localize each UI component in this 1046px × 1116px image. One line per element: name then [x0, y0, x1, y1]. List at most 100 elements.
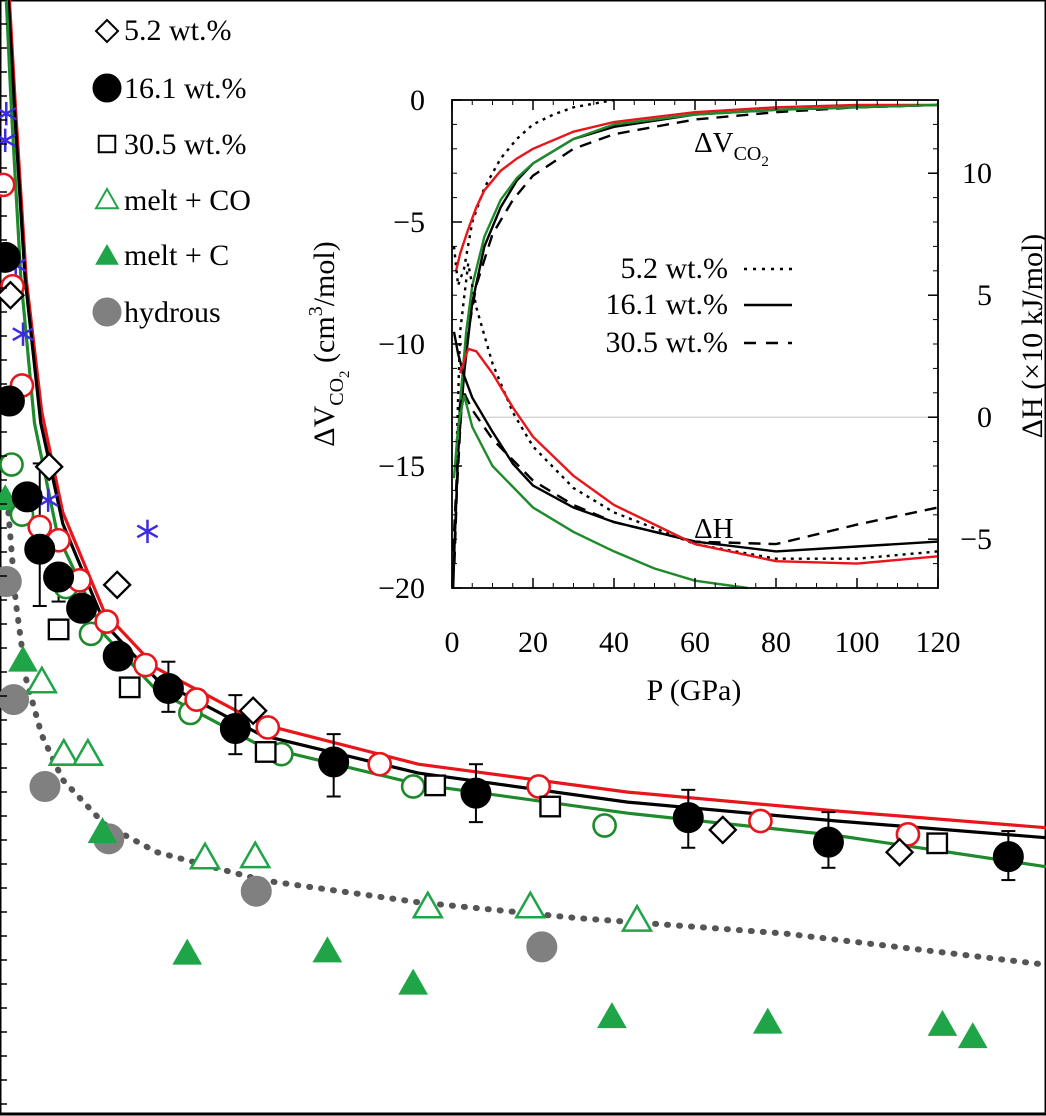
data-point-5-2-wt-: [102, 570, 132, 600]
inset-dv-annotation: ΔVCO2: [694, 127, 769, 170]
inset-y-tick-label: 0: [410, 84, 425, 117]
data-point-red-open-circles: [895, 822, 921, 847]
data-point-blue-stars-stroke: [12, 327, 34, 342]
inset-plot: 0 20 40 60 80 100 120 0 −5 −10 −15 −20 10 5 0 −5 P (GPa…: [305, 80, 1046, 707]
data-point-melt-CO: [47, 737, 80, 766]
legend-label-30-5: 30.5 wt.%: [124, 128, 247, 161]
inset-curve-ΔH-5-2-wt-: [454, 263, 939, 560]
data-point-green-open-circles: [400, 774, 426, 799]
inset-x-tick-label: 60: [680, 626, 710, 659]
inset-curve-ΔH-16-1-wt-: [452, 331, 939, 553]
data-point-red-open-circles: [94, 609, 120, 634]
data-point-green-open-circles: [0, 452, 24, 477]
data-point-16-1-wt-: [0, 241, 21, 273]
data-point-melt-CO: [411, 890, 444, 919]
inset-x-tick-label: 80: [761, 626, 791, 659]
inset-dh-annotation: ΔH: [694, 513, 734, 545]
legend-item-hydrous: hydrous: [92, 296, 221, 329]
legend-item-5-2: 5.2 wt.%: [94, 14, 232, 47]
data-point-melt-CO: [71, 737, 105, 766]
inset-y-label-sup: 3: [305, 306, 327, 316]
inset-background: [430, 80, 976, 700]
data-point-melt-C: [927, 1009, 958, 1036]
data-point-16-1-wt-: [66, 592, 98, 624]
data-point-16-1-wt-: [672, 802, 704, 834]
data-point-melt-C: [597, 1002, 627, 1029]
inset-x-tick-label: 120: [916, 626, 961, 659]
inset-curve-ΔV-red: [454, 103, 938, 272]
inset-y2-tick-label: 5: [977, 279, 992, 312]
data-point-red-open-circles: [748, 808, 773, 834]
legend-marker-triangle-open: [94, 187, 120, 210]
data-point-hydrous: [240, 875, 272, 907]
inset-x-tick-label: 40: [599, 626, 629, 659]
data-point-16-1-wt-: [24, 533, 56, 565]
data-point-hydrous: [0, 566, 22, 598]
data-point-melt-CO: [188, 841, 222, 870]
data-point-red-open-circles: [184, 687, 209, 712]
data-point-16-1-wt-: [460, 777, 492, 809]
data-point-melt-CO: [620, 903, 654, 932]
data-point-blue-stars: [0, 128, 17, 153]
inset-legend-label-30-5: 30.5 wt.%: [606, 326, 729, 359]
data-point-16-1-wt-: [43, 561, 75, 593]
data-point-red-open-circles: [255, 715, 281, 740]
legend-marker-square-open: [97, 134, 117, 154]
legend-marker-shape: [92, 73, 122, 103]
inset-legend-label-5-2: 5.2 wt.%: [621, 252, 729, 285]
legend-marker-circle-gray: [92, 297, 122, 327]
data-point-30-5-wt-: [118, 676, 141, 699]
inset-y-axis-label: ΔVCO2 (cm3/mol): [305, 241, 353, 446]
data-point-blue-stars-stroke: [37, 493, 59, 508]
data-point-blue-stars: [136, 519, 159, 544]
main-left-ticks: [0, 0, 7, 1105]
data-point-melt-C: [398, 968, 429, 995]
data-point-red-open-circles: [0, 172, 16, 198]
inset-x-tick-label: 100: [835, 626, 880, 659]
legend-marker-triangle-filled: [95, 243, 119, 265]
inset-y-label-sub: CO: [326, 378, 348, 406]
inset-curve-ΔV-5-2-wt-: [452, 98, 615, 286]
inset-y-label-unit-close: /mol): [308, 241, 341, 306]
inset-y2-axis-label: ΔH (×10 kJ/mol): [1016, 234, 1046, 439]
inset-curve-ΔV-green: [454, 103, 939, 467]
legend-label-melt-c: melt + C: [124, 239, 229, 272]
data-point-30-5-wt-: [47, 618, 70, 641]
inset-y-tick-label: −15: [378, 450, 425, 483]
data-point-blue-stars: [12, 322, 34, 346]
legend-marker-shape: [95, 243, 119, 265]
inset-y2-tick-label: 0: [977, 401, 992, 434]
legend-marker-shape: [92, 297, 122, 327]
inset-x-tick-label: 0: [445, 626, 460, 659]
data-point-30-5-wt-: [424, 774, 447, 797]
inset-y-tick-label: −5: [393, 206, 425, 239]
legend-item-16-1: 16.1 wt.%: [92, 72, 247, 105]
data-point-blue-stars: [0, 101, 18, 126]
data-point-melt-C: [312, 936, 343, 963]
data-point-blue-stars-stroke: [0, 133, 17, 145]
data-point-16-1-wt-: [219, 713, 251, 745]
data-point-30-5-wt-: [254, 741, 277, 763]
legend-item-melt-c: melt + C: [95, 239, 229, 272]
legend-label-5-2: 5.2 wt.%: [124, 14, 232, 47]
data-point-blue-stars-stroke: [136, 524, 159, 539]
inset-curve-ΔH-red: [458, 347, 939, 565]
data-point-5-2-wt-: [34, 452, 64, 482]
data-point-hydrous: [0, 684, 30, 716]
data-point-blue-stars-stroke: [0, 106, 18, 119]
data-point-melt-C: [957, 1022, 988, 1049]
inset-dv-annotation-sub: CO: [734, 143, 762, 165]
legend-item-melt-co: melt + CO: [94, 184, 251, 217]
legend-item-30-5: 30.5 wt.%: [97, 128, 247, 161]
main-legend: 5.2 wt.% 16.1 wt.% 30.5 wt.% melt + CO m…: [92, 14, 251, 329]
legend-marker-circle-filled: [92, 73, 122, 103]
inset-legend-label-16-1: 16.1 wt.%: [606, 288, 729, 321]
legend-label-16-1: 16.1 wt.%: [124, 72, 247, 105]
inset-y-label-delta: ΔV: [308, 405, 341, 446]
inset-x-axis-label: P (GPa): [647, 674, 742, 707]
data-point-melt-C: [752, 1007, 783, 1034]
data-point-16-1-wt-: [992, 841, 1024, 873]
data-point-hydrous: [29, 770, 61, 802]
data-point-melt-C: [172, 938, 203, 965]
